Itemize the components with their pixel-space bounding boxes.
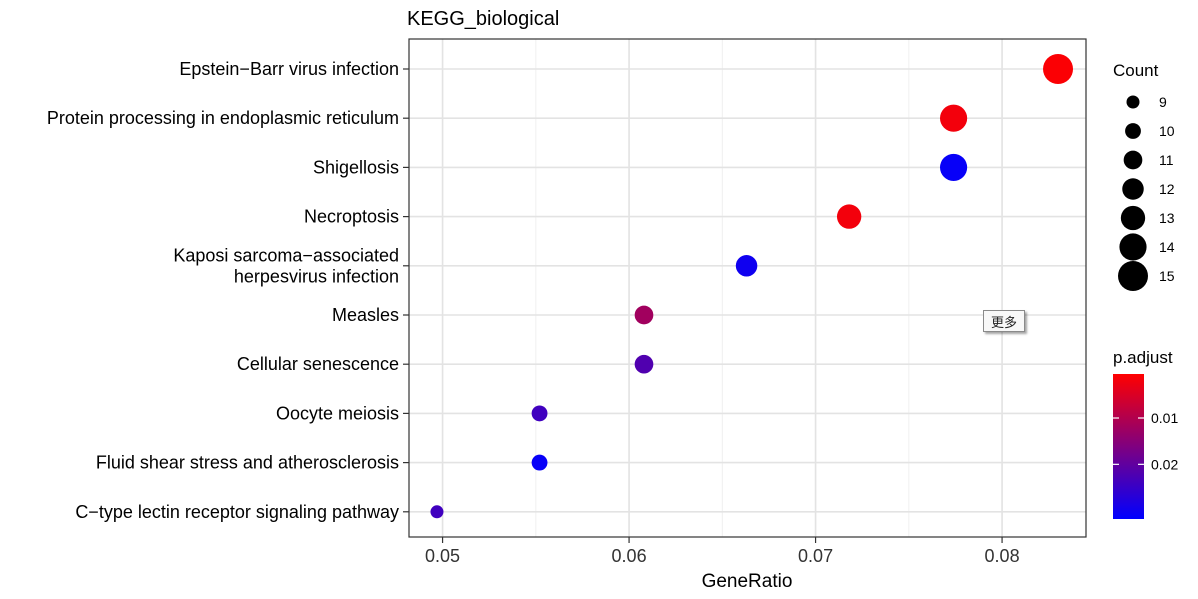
- count-legend-key: [1126, 95, 1140, 109]
- data-point: [940, 153, 968, 181]
- data-point: [531, 454, 548, 471]
- y-tick-label: C−type lectin receptor signaling pathway: [75, 502, 399, 522]
- count-legend-label: 10: [1159, 123, 1175, 139]
- data-point: [430, 505, 444, 519]
- count-legend-key: [1125, 123, 1141, 139]
- x-tick-label: 0.07: [798, 546, 833, 566]
- count-legend-key: [1120, 205, 1146, 231]
- y-tick-label: Protein processing in endoplasmic reticu…: [47, 108, 399, 128]
- y-tick-label: Fluid shear stress and atherosclerosis: [96, 453, 399, 473]
- y-tick-label: Oocyte meiosis: [276, 403, 399, 423]
- chart-title: KEGG_biological: [407, 8, 559, 30]
- y-tick-label: Cellular senescence: [237, 354, 399, 374]
- p-adjust-tick-label: 0.02: [1151, 456, 1178, 472]
- x-tick-label: 0.08: [985, 546, 1020, 566]
- y-tick-label: Measles: [332, 305, 399, 325]
- count-legend-key: [1123, 150, 1143, 170]
- data-point: [634, 305, 654, 325]
- p-adjust-legend: p.adjust 0.01 0.02: [1113, 348, 1178, 519]
- data-point: [634, 354, 654, 374]
- data-point: [940, 104, 968, 132]
- y-axis: Epstein−Barr virus infection Protein proc…: [47, 59, 409, 522]
- y-tick-label: Kaposi sarcoma−associated herpesvirus inf…: [173, 245, 399, 286]
- p-adjust-legend-title: p.adjust: [1113, 348, 1173, 367]
- x-axis: 0.05 0.06 0.07 0.08: [425, 537, 1020, 566]
- more-button[interactable]: 更多: [983, 310, 1025, 332]
- x-tick-label: 0.05: [425, 546, 460, 566]
- data-point: [1043, 54, 1074, 84]
- data-point: [735, 255, 758, 277]
- count-legend-label: 14: [1159, 239, 1175, 255]
- count-legend-key: [1122, 178, 1144, 200]
- data-points: [430, 54, 1074, 519]
- count-legend-label: 13: [1159, 210, 1175, 226]
- y-tick-label: Epstein−Barr virus infection: [179, 59, 399, 79]
- p-adjust-tick-label: 0.01: [1151, 410, 1178, 426]
- y-tick-label: Necroptosis: [304, 207, 399, 227]
- p-adjust-colorbar: [1113, 374, 1144, 519]
- count-legend-key: [1119, 233, 1147, 261]
- count-legend-label: 15: [1159, 268, 1175, 284]
- count-legend: Count 9 10 11 12 13 14 15: [1113, 61, 1175, 291]
- x-tick-label: 0.06: [612, 546, 647, 566]
- data-point: [836, 204, 862, 229]
- panel-border: [408, 38, 1087, 538]
- count-legend-label: 11: [1159, 152, 1174, 168]
- count-legend-key: [1118, 261, 1148, 291]
- count-legend-title: Count: [1113, 61, 1159, 80]
- count-legend-label: 9: [1159, 94, 1167, 110]
- y-tick-label: Shigellosis: [313, 157, 399, 177]
- data-point: [531, 405, 548, 422]
- panel-grid: [409, 39, 1086, 537]
- x-axis-title: GeneRatio: [702, 571, 793, 592]
- count-legend-label: 12: [1159, 181, 1175, 197]
